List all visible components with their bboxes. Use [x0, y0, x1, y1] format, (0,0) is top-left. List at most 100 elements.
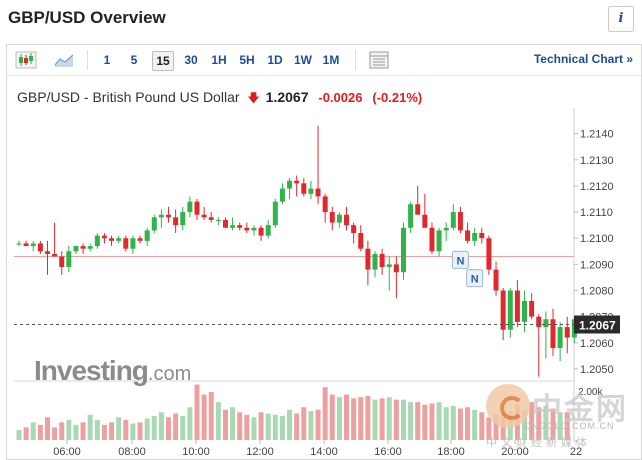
candle-body — [16, 243, 22, 245]
candle-body — [94, 235, 100, 247]
volume-bar — [158, 412, 164, 440]
candle-body — [180, 212, 186, 226]
volume-bar — [436, 402, 442, 440]
volume-bar — [550, 408, 556, 440]
volume-bar — [479, 412, 485, 440]
volume-bar — [287, 409, 293, 440]
candlestick-icon[interactable] — [15, 51, 37, 69]
timeframe-15[interactable]: 15 — [152, 51, 174, 71]
candle-body — [37, 243, 43, 252]
quote-line: GBP/USD - British Pound US Dollar 🡇 1.20… — [17, 89, 422, 110]
candle-body — [52, 253, 58, 257]
volume-bar — [66, 419, 72, 440]
candle-body — [258, 227, 264, 236]
volume-bar — [166, 417, 172, 440]
candle-body — [130, 238, 136, 249]
timeframe-1d[interactable]: 1D — [267, 53, 283, 67]
timeframe-5[interactable]: 5 — [130, 53, 138, 67]
volume-bar — [37, 424, 43, 440]
last-price: 1.2067 — [265, 89, 309, 105]
volume-bar — [80, 422, 86, 440]
candle-body — [522, 300, 528, 322]
current-price-label: 1.2067 — [579, 318, 616, 332]
y-tick-label: 1.2130 — [580, 155, 614, 167]
volume-bar — [258, 412, 264, 440]
candle-body — [529, 300, 535, 317]
candle-body — [66, 251, 72, 267]
volume-bar — [522, 409, 528, 440]
candle-body — [351, 225, 357, 234]
volume-bar — [23, 427, 29, 440]
timeframe-30[interactable]: 30 — [184, 53, 198, 67]
volume-bar — [315, 409, 321, 440]
x-tick-label: 08:00 — [118, 446, 146, 458]
chart-widget: 1 5 15 30 1H 5H 1D 1W 1M Technical Chart… — [6, 44, 642, 460]
candle-body — [329, 212, 335, 223]
volume-bar — [59, 422, 65, 440]
candle-body — [486, 238, 492, 270]
volume-bar — [429, 403, 435, 440]
candle-body — [500, 290, 506, 330]
volume-bar — [393, 399, 399, 440]
volume-bar — [379, 398, 385, 440]
volume-bar — [87, 414, 93, 440]
candle-body — [109, 238, 115, 241]
candle-body — [294, 180, 300, 184]
timeframe-1m[interactable]: 1M — [322, 53, 340, 67]
candle-body — [158, 214, 164, 218]
timeframe-1[interactable]: 1 — [103, 53, 111, 67]
volume-bar — [44, 417, 50, 440]
toolbar-divider — [355, 50, 356, 70]
candle-body — [137, 238, 143, 241]
volume-bar — [564, 412, 570, 440]
volume-bar — [137, 422, 143, 440]
volume-bar — [386, 397, 392, 440]
volume-bar — [443, 407, 449, 440]
x-tick-label: 14:00 — [310, 446, 338, 458]
candle-body — [173, 217, 179, 226]
volume-bar — [215, 402, 221, 440]
candle-body — [400, 227, 406, 273]
candle-body — [208, 217, 214, 220]
info-icon[interactable]: i — [608, 6, 634, 32]
candle-body — [479, 233, 485, 239]
candle-body — [358, 233, 364, 249]
volume-bar — [187, 407, 193, 440]
volume-bar — [336, 397, 342, 440]
timeframe-1h[interactable]: 1H — [211, 53, 227, 67]
watermark-logo-icon — [486, 384, 530, 428]
volume-bar — [408, 402, 414, 440]
volume-bar — [301, 407, 307, 440]
volume-bar — [308, 411, 314, 440]
candle-body — [493, 269, 499, 291]
volume-bar — [130, 423, 136, 440]
volume-bar — [16, 429, 22, 440]
area-chart-icon[interactable] — [53, 51, 75, 69]
technical-chart-link[interactable]: Technical Chart » — [533, 52, 633, 66]
candle-body — [144, 230, 150, 241]
candle-body — [166, 214, 172, 218]
volume-bar — [529, 402, 535, 440]
volume-bar — [251, 417, 257, 440]
candle-body — [59, 256, 65, 267]
timeframe-1w[interactable]: 1W — [294, 53, 312, 67]
timeframe-5h[interactable]: 5H — [239, 53, 255, 67]
candle-body — [415, 204, 421, 215]
layout-icon[interactable] — [368, 51, 390, 69]
current-price-tag — [574, 315, 620, 334]
candle-body — [436, 230, 442, 252]
volume-bar — [151, 416, 157, 440]
volume-bar — [472, 409, 478, 440]
volume-bar — [486, 417, 492, 440]
x-tick-label: 10:00 — [182, 446, 210, 458]
candle-body — [194, 201, 200, 215]
candle-body — [457, 212, 463, 231]
volume-bar — [194, 384, 200, 440]
volume-bar — [465, 407, 471, 440]
volume-bar — [279, 416, 285, 440]
candle-body — [237, 225, 243, 228]
watermark-subtitle: 中文财经新媒体 — [486, 436, 591, 449]
volume-bar — [237, 412, 243, 440]
x-tick-label: 06:00 — [53, 446, 81, 458]
candle-body — [272, 201, 278, 226]
